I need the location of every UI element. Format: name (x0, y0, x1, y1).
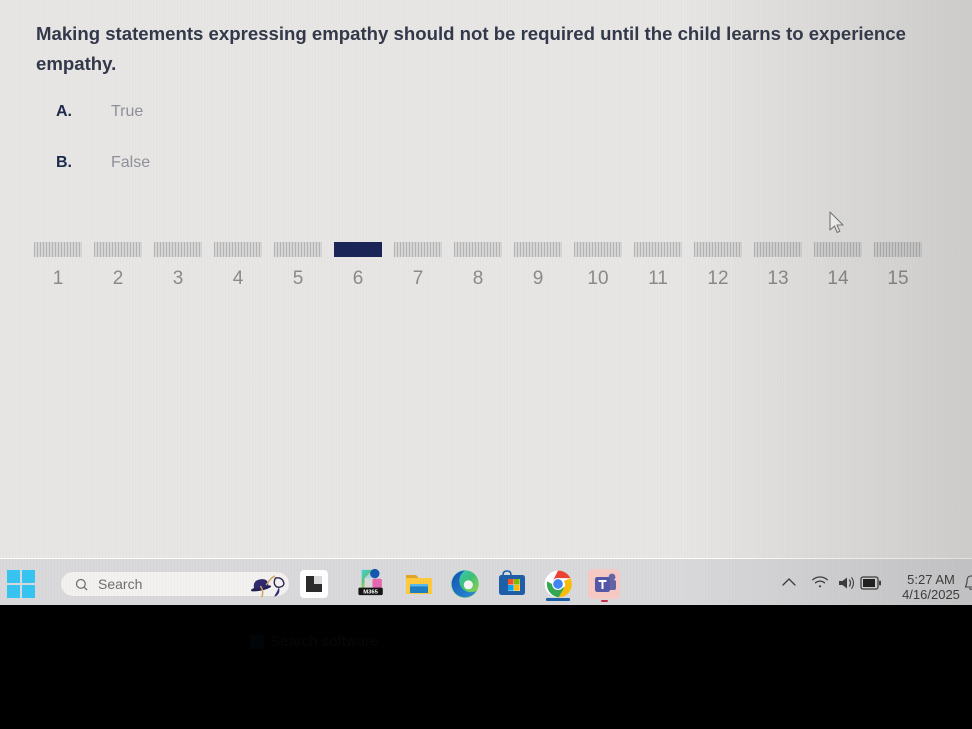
svg-text:M365: M365 (363, 590, 378, 596)
